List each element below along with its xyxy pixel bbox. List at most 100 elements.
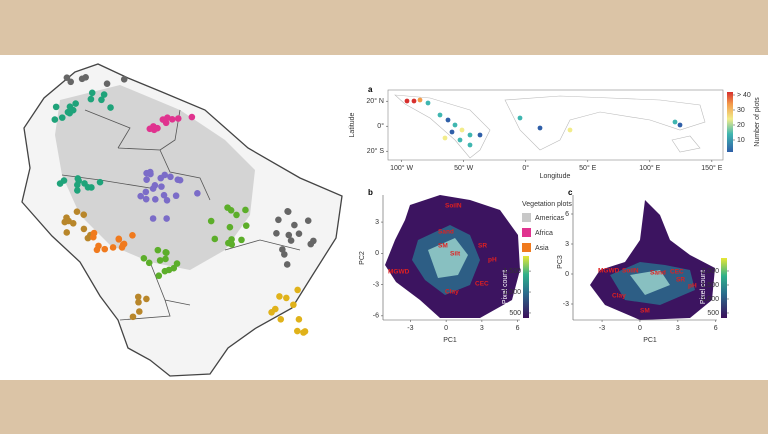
plot-location [96, 178, 104, 186]
plot-location [283, 261, 291, 268]
plot-location [100, 91, 108, 98]
plot-location [72, 100, 79, 107]
legend-label: Asia [535, 245, 549, 252]
y-axis-title: PC2 [359, 251, 366, 265]
plot-location [61, 218, 69, 226]
plot-location [101, 245, 109, 253]
plot-dot [537, 125, 543, 131]
plot-location [242, 222, 250, 229]
plot-location [207, 217, 215, 225]
plot-location [277, 315, 285, 323]
colorbar-tick-label: 1,000 [503, 289, 521, 296]
plot-location [271, 305, 279, 313]
variable-label: pH [688, 283, 697, 290]
y-tick-label: 0 [375, 250, 379, 257]
plot-location [88, 89, 96, 97]
plot-location [233, 211, 240, 219]
plot-location [160, 191, 168, 199]
plot-location [174, 176, 182, 183]
plot-dot [459, 127, 465, 133]
plot-location [174, 115, 182, 122]
plot-location [52, 103, 60, 111]
colorbar-tick-label: 30 [737, 107, 745, 114]
plot-location [67, 78, 75, 86]
plot-location [107, 104, 114, 111]
colorbar-tick-label: 1,000 [701, 296, 719, 303]
y-tick-label: 0 [565, 271, 569, 278]
plot-location [151, 181, 159, 189]
colorbar [721, 258, 727, 318]
plot-location [275, 216, 282, 224]
panel-label: c [568, 188, 573, 197]
colorbar-tick-label: > 40 [737, 92, 751, 99]
plot-location [143, 295, 150, 303]
variable-label: Sand [438, 229, 454, 236]
south-america-map [21, 63, 343, 377]
plot-dot [477, 132, 483, 138]
variable-label: CEC [475, 281, 489, 288]
colorbar-tick-label: 1,500 [503, 268, 521, 275]
plot-location [103, 80, 111, 88]
plot-location [155, 272, 163, 280]
variable-label: pH [488, 257, 497, 264]
plot-location [294, 286, 301, 294]
y-axis-title: Latitude [349, 112, 356, 137]
variable-label: SR [676, 277, 685, 284]
plot-location [211, 235, 219, 243]
plot-location [66, 103, 74, 111]
plot-location [146, 168, 154, 176]
plot-dot [677, 122, 683, 128]
legend-title: Vegetation plots [522, 201, 572, 208]
plot-location [279, 246, 286, 253]
plot-location [307, 240, 315, 248]
plot-location [194, 190, 201, 197]
y-tick-label: -3 [373, 281, 379, 288]
plot-location [188, 113, 196, 121]
plot-dot [672, 119, 678, 125]
plot-location [242, 206, 249, 214]
variable-label: MGWD [598, 268, 620, 275]
plot-location [64, 108, 72, 116]
y-axis-title: PC3 [557, 255, 564, 269]
plot-dot [467, 142, 473, 148]
plot-location [300, 329, 307, 336]
plot-dot [404, 98, 410, 104]
x-tick-label: 100° W [390, 164, 413, 172]
variable-label: SoilN [445, 203, 462, 210]
plot-location [238, 236, 245, 244]
variable-label: Clay [612, 293, 626, 300]
colorbar [523, 256, 529, 318]
plot-dot [567, 127, 573, 133]
x-tick-label: 0 [638, 325, 642, 332]
plot-location [120, 75, 128, 83]
plot-location [287, 237, 295, 244]
y-tick-label: 20° S [367, 147, 385, 155]
plot-location [129, 313, 137, 321]
plot-location [284, 208, 292, 215]
plot-location [146, 125, 154, 133]
y-tick-label: 3 [375, 219, 379, 226]
colorbar-tick-label: 10 [737, 137, 745, 144]
colorbar-tick-label: 500 [509, 310, 521, 317]
plot-location [163, 197, 171, 204]
plot-location [87, 95, 95, 103]
x-axis-title: Longitude [540, 173, 571, 180]
plot-location [145, 259, 153, 267]
variable-label: MGWD [388, 269, 410, 276]
plot-dot [445, 117, 451, 123]
plot-location [135, 308, 143, 315]
plot-location [80, 225, 88, 233]
plot-location [51, 116, 59, 123]
y-tick-label: -3 [563, 301, 569, 308]
plot-dot [442, 135, 448, 141]
plot-location [109, 244, 117, 251]
plot-location [285, 231, 293, 239]
plot-location [168, 115, 176, 123]
plot-location [227, 206, 235, 214]
plot-location [163, 249, 170, 257]
plot-location [73, 181, 81, 189]
plot-location [156, 257, 164, 264]
plot-location [56, 180, 64, 187]
y-tick-label: 0° [377, 122, 384, 130]
plot-location [90, 229, 98, 237]
